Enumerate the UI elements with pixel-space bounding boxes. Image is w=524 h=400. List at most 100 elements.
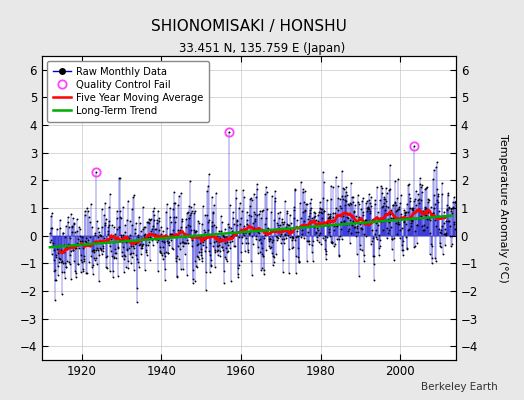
Point bbox=[395, 221, 403, 228]
Point bbox=[415, 196, 423, 202]
Point bbox=[281, 198, 290, 204]
Point bbox=[125, 245, 133, 251]
Point bbox=[243, 209, 251, 215]
Point bbox=[267, 229, 275, 236]
Point bbox=[70, 220, 78, 226]
Point bbox=[430, 205, 439, 211]
Point bbox=[230, 221, 238, 228]
Point bbox=[105, 222, 113, 229]
Point bbox=[411, 227, 420, 234]
Point bbox=[153, 220, 161, 226]
Point bbox=[355, 214, 363, 220]
Point bbox=[173, 243, 182, 249]
Point bbox=[329, 214, 337, 220]
Point bbox=[367, 238, 376, 244]
Text: Berkeley Earth: Berkeley Earth bbox=[421, 382, 498, 392]
Point bbox=[419, 208, 427, 214]
Point bbox=[401, 210, 409, 217]
Point bbox=[348, 222, 356, 228]
Point bbox=[148, 237, 156, 243]
Point bbox=[214, 242, 223, 249]
Point bbox=[84, 258, 93, 265]
Point bbox=[132, 241, 140, 248]
Point bbox=[375, 232, 384, 238]
Point bbox=[441, 242, 450, 248]
Point bbox=[223, 239, 232, 246]
Point bbox=[163, 250, 172, 256]
Point bbox=[280, 236, 288, 242]
Point bbox=[270, 254, 278, 260]
Point bbox=[200, 231, 208, 237]
Point bbox=[249, 209, 258, 216]
Point bbox=[259, 207, 267, 214]
Point bbox=[235, 200, 244, 207]
Point bbox=[241, 229, 249, 236]
Point bbox=[167, 219, 175, 225]
Point bbox=[285, 222, 293, 228]
Point bbox=[217, 238, 225, 244]
Point bbox=[347, 194, 356, 200]
Point bbox=[237, 240, 246, 246]
Point bbox=[346, 217, 354, 224]
Point bbox=[228, 231, 237, 237]
Point bbox=[85, 214, 94, 220]
Point bbox=[158, 234, 166, 240]
Point bbox=[263, 206, 271, 212]
Point bbox=[69, 246, 77, 253]
Point bbox=[283, 222, 292, 228]
Point bbox=[180, 231, 189, 238]
Point bbox=[242, 235, 250, 241]
Point bbox=[253, 181, 261, 188]
Point bbox=[307, 218, 315, 224]
Point bbox=[256, 248, 265, 255]
Point bbox=[334, 207, 342, 214]
Point bbox=[411, 196, 419, 202]
Point bbox=[316, 230, 324, 236]
Point bbox=[268, 239, 277, 245]
Point bbox=[403, 182, 412, 188]
Point bbox=[163, 225, 171, 231]
Point bbox=[258, 265, 266, 272]
Point bbox=[64, 259, 73, 266]
Title: SHIONOMISAKI / HONSHU: SHIONOMISAKI / HONSHU bbox=[151, 19, 347, 34]
Point bbox=[373, 184, 381, 190]
Point bbox=[335, 233, 344, 239]
Point bbox=[314, 239, 323, 245]
Point bbox=[437, 244, 445, 250]
Point bbox=[182, 240, 190, 246]
Point bbox=[357, 224, 366, 231]
Point bbox=[414, 215, 422, 222]
Point bbox=[161, 276, 169, 283]
Point bbox=[333, 236, 341, 243]
Point bbox=[359, 257, 368, 264]
Point bbox=[103, 230, 112, 237]
Point bbox=[204, 219, 212, 225]
Point bbox=[364, 204, 373, 210]
Point bbox=[72, 240, 81, 246]
Point bbox=[104, 218, 113, 225]
Point bbox=[167, 230, 175, 237]
Point bbox=[346, 230, 355, 236]
Point bbox=[319, 208, 328, 214]
Point bbox=[164, 250, 172, 256]
Point bbox=[269, 262, 277, 268]
Point bbox=[447, 241, 456, 247]
Point bbox=[202, 244, 210, 251]
Point bbox=[292, 252, 300, 259]
Point bbox=[233, 218, 242, 224]
Point bbox=[84, 237, 93, 244]
Point bbox=[385, 226, 393, 233]
Point bbox=[421, 204, 429, 210]
Point bbox=[361, 220, 369, 226]
Point bbox=[220, 280, 228, 287]
Point bbox=[177, 266, 185, 272]
Point bbox=[182, 216, 190, 222]
Point bbox=[365, 197, 373, 204]
Point bbox=[268, 250, 276, 256]
Point bbox=[287, 220, 295, 226]
Point bbox=[67, 248, 75, 254]
Point bbox=[442, 232, 450, 238]
Point bbox=[195, 233, 204, 239]
Point bbox=[289, 244, 297, 250]
Point bbox=[309, 217, 317, 223]
